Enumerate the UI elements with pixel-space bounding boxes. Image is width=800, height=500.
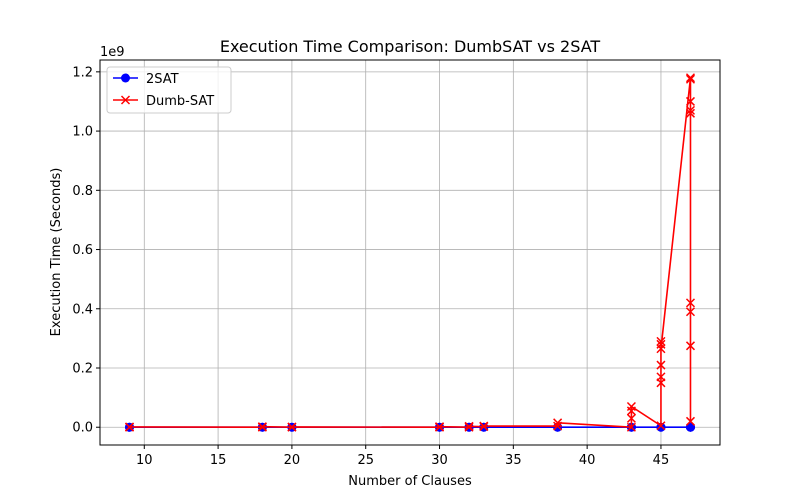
y-tick-label: 0.6 <box>72 243 93 258</box>
data-point-dumb-sat <box>685 96 696 106</box>
y-tick-label: 0.0 <box>72 421 93 436</box>
x-tick-label: 35 <box>505 453 522 468</box>
x-tick-label: 25 <box>357 453 374 468</box>
data-point-dumb-sat <box>287 422 297 432</box>
y-scale-offset-label: 1e9 <box>100 45 125 60</box>
data-point-dumb-sat <box>626 401 636 412</box>
y-tick-label: 0.4 <box>72 302 93 317</box>
data-point-2sat <box>685 422 695 432</box>
series-line-dumb-sat <box>128 76 692 429</box>
data-point-dumb-sat <box>685 105 696 115</box>
data-point-dumb-sat <box>626 422 636 432</box>
chart-title: Execution Time Comparison: DumbSAT vs 2S… <box>220 37 601 56</box>
y-tick-label: 1.2 <box>72 65 93 80</box>
data-point-dumb-sat <box>626 413 636 423</box>
legend-marker-dumb-sat <box>120 95 131 105</box>
data-point-dumb-sat <box>656 421 666 431</box>
legend-marker-2sat <box>121 73 130 83</box>
data-point-dumb-sat <box>479 421 489 431</box>
legend-label-dumb-sat: Dumb-SAT <box>146 94 214 109</box>
x-tick-label: 45 <box>653 453 670 468</box>
data-point-dumb-sat <box>685 74 696 84</box>
data-point-dumb-sat <box>464 421 474 431</box>
plot-frame <box>99 59 721 446</box>
legend-entry-2sat: 2SAT <box>113 72 179 87</box>
data-point-dumb-sat <box>124 422 135 432</box>
x-tick-label: 30 <box>431 453 448 468</box>
data-point-dumb-sat <box>553 418 563 428</box>
x-tick-label: 20 <box>284 453 301 468</box>
data-point-dumb-sat <box>434 422 445 432</box>
y-tick-label: 0.8 <box>72 184 93 199</box>
data-point-dumb-sat <box>656 344 666 354</box>
y-tick-label: 1.0 <box>72 125 93 140</box>
legend-entry-dumb-sat: Dumb-SAT <box>113 94 214 109</box>
x-tick-label: 10 <box>136 453 153 468</box>
data-point-dumb-sat <box>685 108 696 118</box>
axis-ticks: 10 15 20 25 30 35 40 45 0.0 0.2 0.4 0.6 0.8 1.0 1.2 <box>72 65 669 468</box>
series-plot <box>124 73 696 432</box>
legend-label-2sat: 2SAT <box>146 72 179 87</box>
data-point-dumb-sat <box>685 73 696 83</box>
data-point-dumb-sat <box>257 422 267 432</box>
legend: 2SAT Dumb-SAT <box>106 66 232 114</box>
data-point-dumb-sat <box>656 372 666 382</box>
x-tick-label: 15 <box>210 453 227 468</box>
data-point-dumb-sat <box>685 341 696 351</box>
x-tick-label: 40 <box>579 453 596 468</box>
data-point-dumb-sat <box>656 360 666 370</box>
data-point-dumb-sat <box>685 298 696 308</box>
y-tick-label: 0.2 <box>72 362 93 377</box>
data-point-dumb-sat <box>553 421 563 431</box>
data-point-dumb-sat <box>656 336 666 346</box>
y-axis-label: Execution Time (Seconds) <box>49 168 64 337</box>
x-axis-label: Number of Clauses <box>348 474 472 489</box>
data-point-dumb-sat <box>685 307 696 317</box>
data-point-dumb-sat <box>685 416 696 426</box>
